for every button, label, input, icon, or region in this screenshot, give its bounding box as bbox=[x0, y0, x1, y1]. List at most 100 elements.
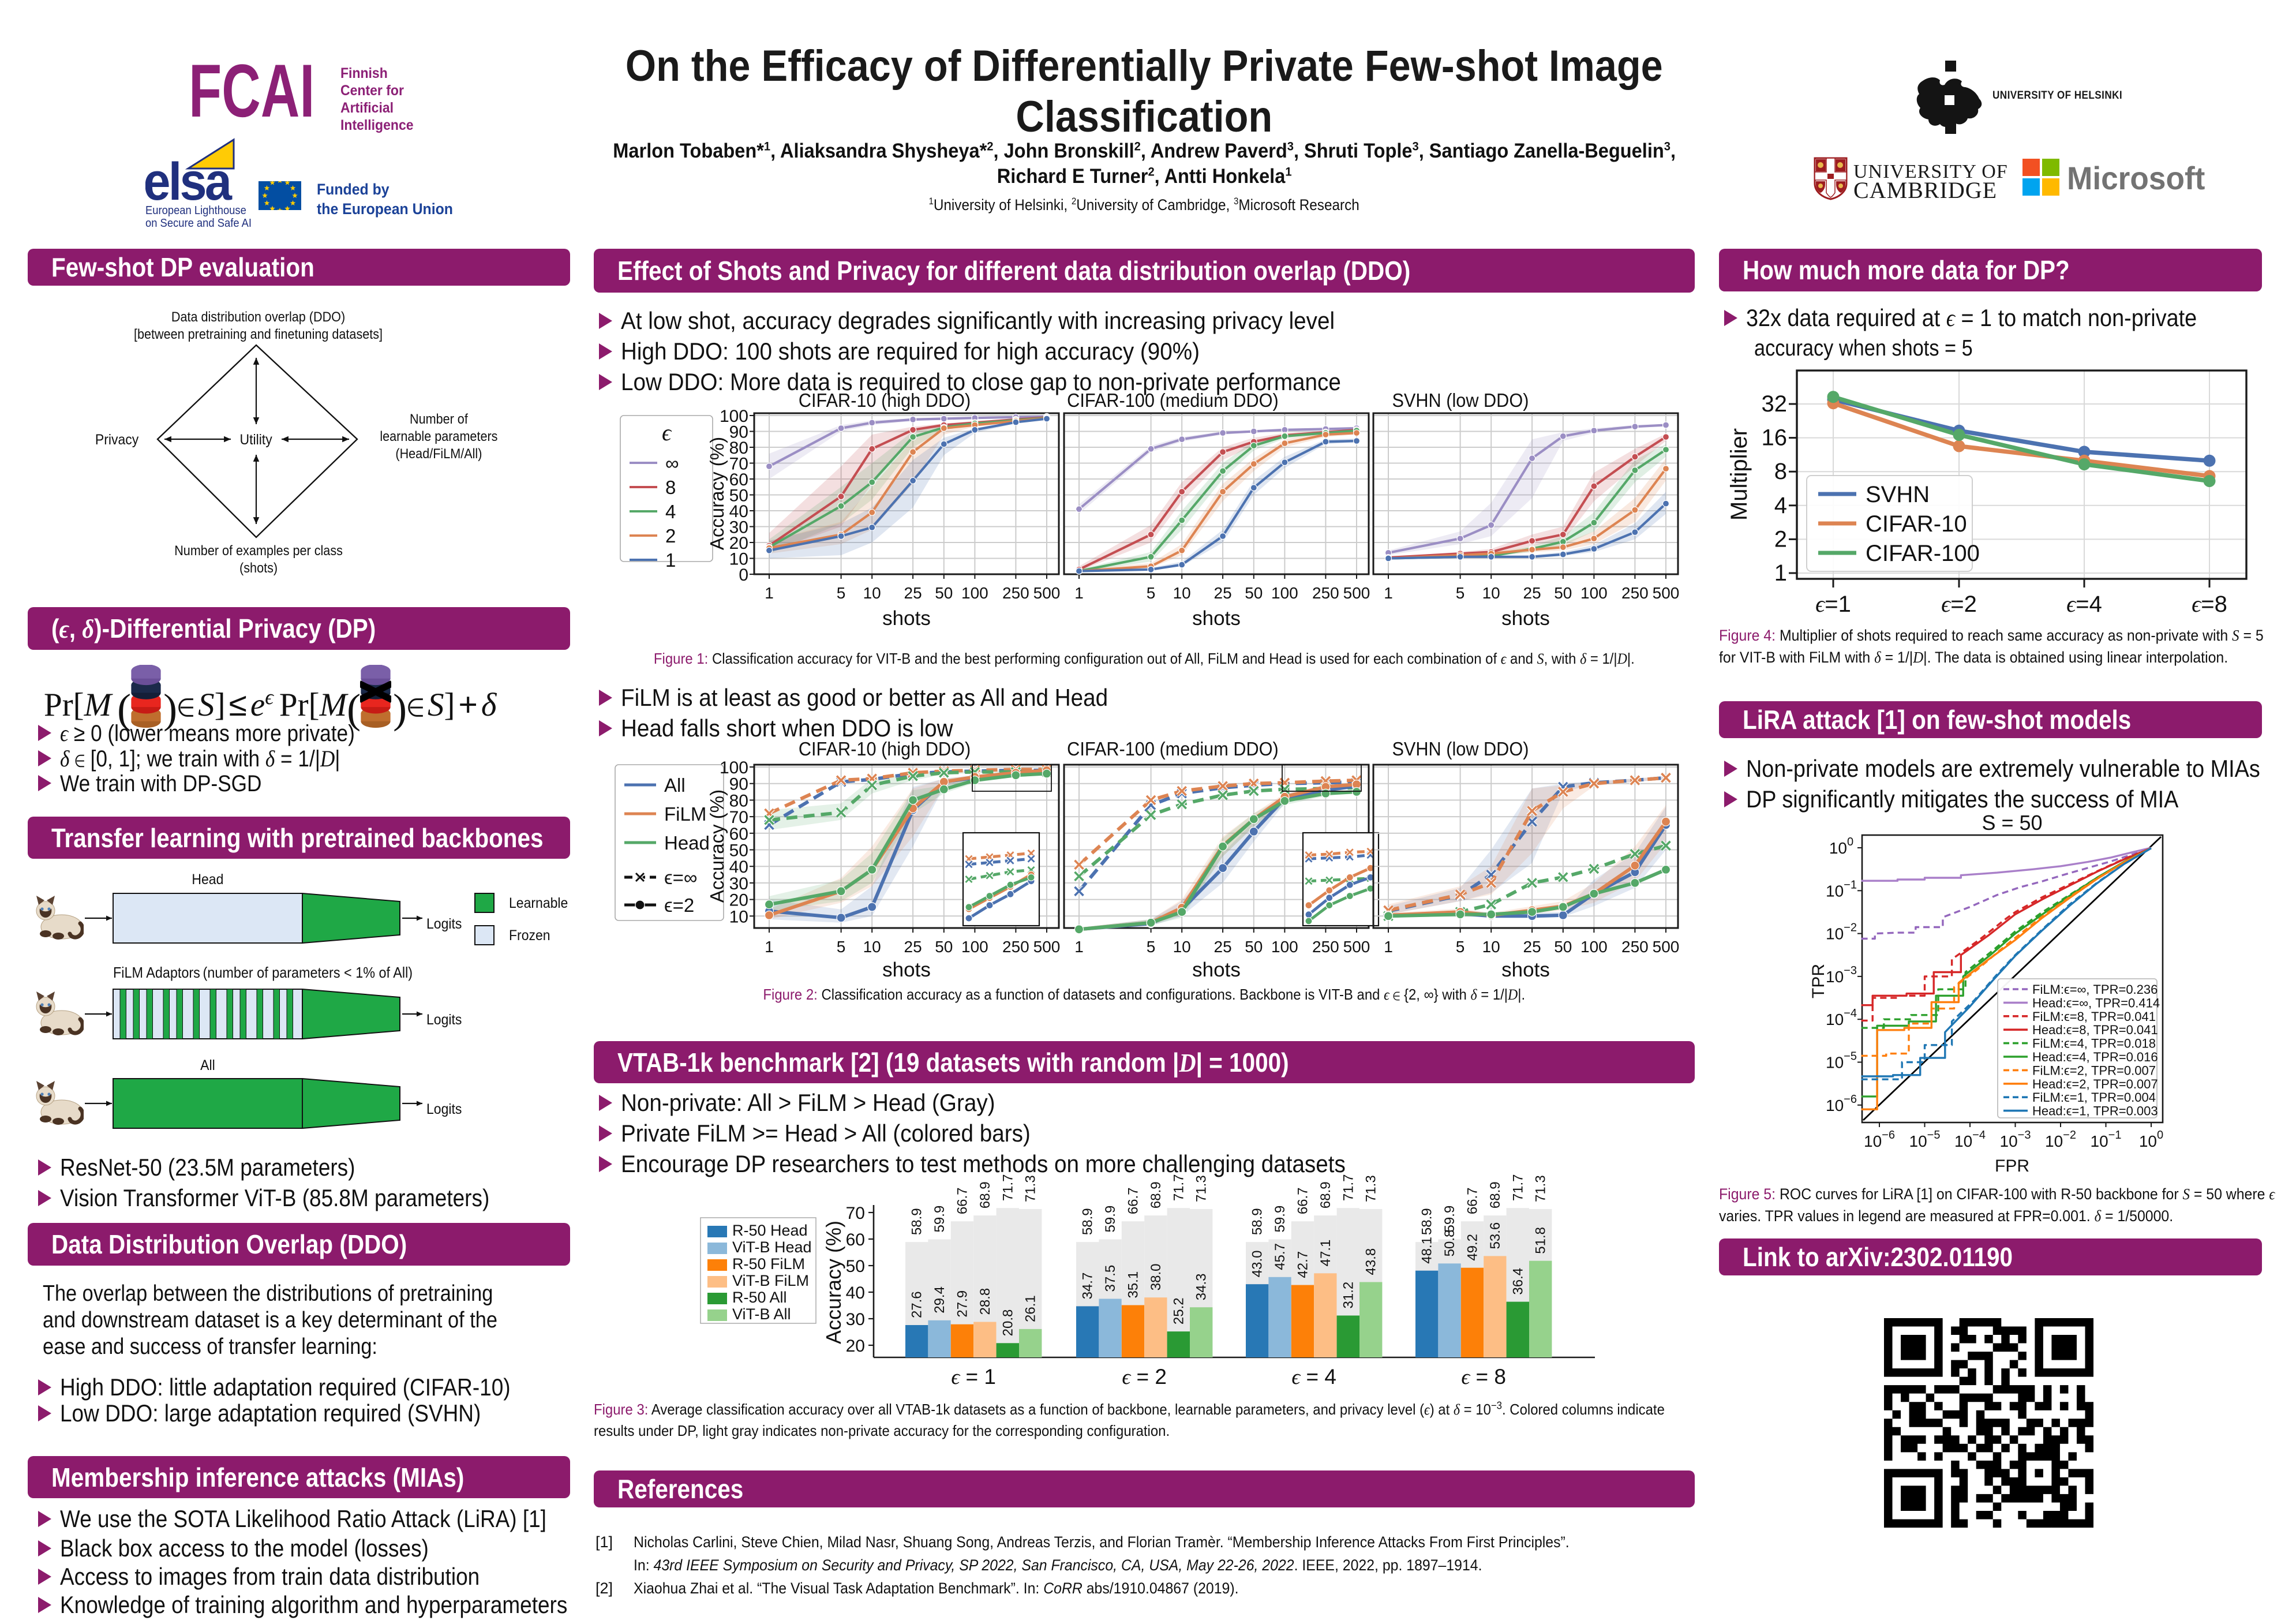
svg-text:Head:ϵ=2, TPR=0.007: Head:ϵ=2, TPR=0.007 bbox=[2032, 1077, 2158, 1091]
svg-text:elsa: elsa bbox=[145, 152, 233, 211]
svg-text:58.9: 58.9 bbox=[1250, 1208, 1265, 1235]
svg-text:Accuracy (%): Accuracy (%) bbox=[706, 789, 728, 903]
svg-text:5: 5 bbox=[1147, 584, 1156, 602]
svg-text:shots: shots bbox=[882, 959, 931, 981]
svg-text:SVHN (low DDO): SVHN (low DDO) bbox=[1392, 390, 1529, 411]
svg-text:100: 100 bbox=[1271, 938, 1298, 956]
svg-text:25: 25 bbox=[904, 938, 922, 956]
svg-text:27.9: 27.9 bbox=[955, 1290, 971, 1318]
svg-text:50.8: 50.8 bbox=[1442, 1230, 1458, 1257]
svg-text:SVHN (low DDO): SVHN (low DDO) bbox=[1392, 738, 1529, 759]
svg-text:500: 500 bbox=[1653, 584, 1680, 602]
svg-text:1: 1 bbox=[765, 584, 774, 602]
svg-text:10: 10 bbox=[1173, 584, 1191, 602]
svg-text:58.9: 58.9 bbox=[1080, 1208, 1096, 1235]
svg-text:1: 1 bbox=[1384, 584, 1393, 602]
svg-text:40: 40 bbox=[846, 1284, 865, 1303]
svg-text:500: 500 bbox=[1343, 938, 1370, 956]
svg-text:100: 100 bbox=[1271, 584, 1298, 602]
svg-text:66.7: 66.7 bbox=[955, 1187, 971, 1214]
svg-text:90: 90 bbox=[729, 775, 748, 794]
svg-text:Utility: Utility bbox=[239, 432, 272, 448]
svg-text:66.7: 66.7 bbox=[1295, 1187, 1311, 1214]
svg-text:UNIVERSITY OF HELSINKI: UNIVERSITY OF HELSINKI bbox=[1992, 89, 2122, 101]
svg-text:25: 25 bbox=[1523, 938, 1541, 956]
svg-text:49.2: 49.2 bbox=[1465, 1234, 1481, 1261]
svg-text:SVHN: SVHN bbox=[1866, 482, 1930, 507]
svg-text:25: 25 bbox=[1523, 584, 1541, 602]
svg-text:CIFAR-100 (medium DDO): CIFAR-100 (medium DDO) bbox=[1067, 738, 1279, 759]
svg-text:All: All bbox=[664, 774, 686, 796]
svg-text:500: 500 bbox=[1033, 938, 1061, 956]
svg-text:TPR: TPR bbox=[1809, 964, 1828, 998]
svg-text:10: 10 bbox=[863, 938, 881, 956]
svg-text:37.5: 37.5 bbox=[1103, 1265, 1118, 1292]
svg-text:60: 60 bbox=[729, 825, 748, 844]
svg-text:4: 4 bbox=[665, 501, 676, 522]
svg-text:Accuracy (%): Accuracy (%) bbox=[706, 437, 728, 550]
svg-text:FPR: FPR bbox=[1995, 1157, 2029, 1176]
svg-text:50: 50 bbox=[729, 841, 748, 860]
svg-text:5: 5 bbox=[837, 584, 846, 602]
svg-text:71.3: 71.3 bbox=[1533, 1175, 1549, 1202]
svg-text:31.2: 31.2 bbox=[1340, 1282, 1356, 1309]
svg-text:8: 8 bbox=[665, 477, 676, 498]
svg-text:25: 25 bbox=[1214, 584, 1232, 602]
svg-text:100: 100 bbox=[720, 407, 748, 426]
svg-text:71.7: 71.7 bbox=[1171, 1174, 1186, 1201]
svg-text:25.2: 25.2 bbox=[1171, 1297, 1186, 1324]
svg-text:FiLM:ϵ=8, TPR=0.041: FiLM:ϵ=8, TPR=0.041 bbox=[2032, 1009, 2156, 1024]
svg-text:59.9: 59.9 bbox=[1442, 1206, 1458, 1233]
svg-text:10: 10 bbox=[1173, 938, 1191, 956]
svg-text:43.0: 43.0 bbox=[1250, 1250, 1265, 1277]
svg-text:47.1: 47.1 bbox=[1318, 1240, 1334, 1267]
svg-text:1: 1 bbox=[765, 938, 774, 956]
svg-text:43.8: 43.8 bbox=[1364, 1248, 1379, 1275]
svg-text:50: 50 bbox=[846, 1257, 865, 1276]
svg-text:68.9: 68.9 bbox=[977, 1181, 993, 1208]
svg-text:71.3: 71.3 bbox=[1023, 1175, 1039, 1202]
svg-text:500: 500 bbox=[1343, 584, 1370, 602]
svg-text:CIFAR-10 (high DDO): CIFAR-10 (high DDO) bbox=[799, 738, 971, 759]
svg-text:10−6: 10−6 bbox=[1826, 1093, 1857, 1114]
svg-text:250: 250 bbox=[1312, 938, 1339, 956]
svg-text:R-50 FiLM: R-50 FiLM bbox=[732, 1255, 805, 1273]
svg-text:71.3: 71.3 bbox=[1194, 1175, 1209, 1202]
svg-text:71.7: 71.7 bbox=[1000, 1174, 1016, 1201]
svg-text:Head:ϵ=1, TPR=0.003: Head:ϵ=1, TPR=0.003 bbox=[2032, 1104, 2158, 1118]
svg-text:10−4: 10−4 bbox=[1826, 1007, 1857, 1028]
svg-text:50: 50 bbox=[1245, 584, 1263, 602]
svg-text:ϵ: ϵ bbox=[662, 420, 672, 446]
svg-text:FiLM:ϵ=2, TPR=0.007: FiLM:ϵ=2, TPR=0.007 bbox=[2032, 1063, 2156, 1077]
svg-text:4: 4 bbox=[1774, 493, 1787, 518]
svg-text:0: 0 bbox=[739, 566, 748, 585]
svg-text:71.7: 71.7 bbox=[1510, 1174, 1526, 1201]
svg-text:20.8: 20.8 bbox=[1000, 1309, 1016, 1337]
svg-text:CIFAR-100 (medium DDO): CIFAR-100 (medium DDO) bbox=[1067, 390, 1279, 411]
svg-text:45.7: 45.7 bbox=[1272, 1243, 1288, 1270]
svg-text:10: 10 bbox=[729, 550, 748, 569]
svg-text:71.3: 71.3 bbox=[1364, 1175, 1379, 1202]
svg-text:FiLM:ϵ=∞, TPR=0.236: FiLM:ϵ=∞, TPR=0.236 bbox=[2032, 982, 2158, 997]
svg-text:59.9: 59.9 bbox=[932, 1206, 947, 1233]
svg-text:30: 30 bbox=[729, 518, 748, 537]
svg-text:Head:ϵ=∞, TPR=0.414: Head:ϵ=∞, TPR=0.414 bbox=[2032, 996, 2160, 1010]
svg-text:58.9: 58.9 bbox=[1419, 1208, 1435, 1235]
svg-text:5: 5 bbox=[837, 938, 846, 956]
svg-text:8: 8 bbox=[1774, 459, 1787, 484]
svg-text:27.6: 27.6 bbox=[909, 1291, 925, 1318]
svg-text:500: 500 bbox=[1033, 584, 1061, 602]
svg-text:10−5: 10−5 bbox=[1909, 1129, 1941, 1150]
svg-text:66.7: 66.7 bbox=[1465, 1187, 1481, 1214]
svg-text:10: 10 bbox=[729, 907, 748, 926]
svg-text:100: 100 bbox=[1580, 938, 1608, 956]
svg-text:shots: shots bbox=[1192, 959, 1241, 981]
svg-text:2: 2 bbox=[1774, 526, 1787, 552]
svg-text:48.1: 48.1 bbox=[1419, 1237, 1435, 1264]
svg-text:100: 100 bbox=[2139, 1129, 2163, 1150]
svg-text:shots: shots bbox=[882, 607, 931, 630]
svg-text:35.1: 35.1 bbox=[1126, 1271, 1141, 1299]
svg-text:36.4: 36.4 bbox=[1510, 1268, 1526, 1295]
svg-text:ϵ=4: ϵ=4 bbox=[2066, 591, 2102, 617]
svg-text:71.7: 71.7 bbox=[1340, 1174, 1356, 1201]
